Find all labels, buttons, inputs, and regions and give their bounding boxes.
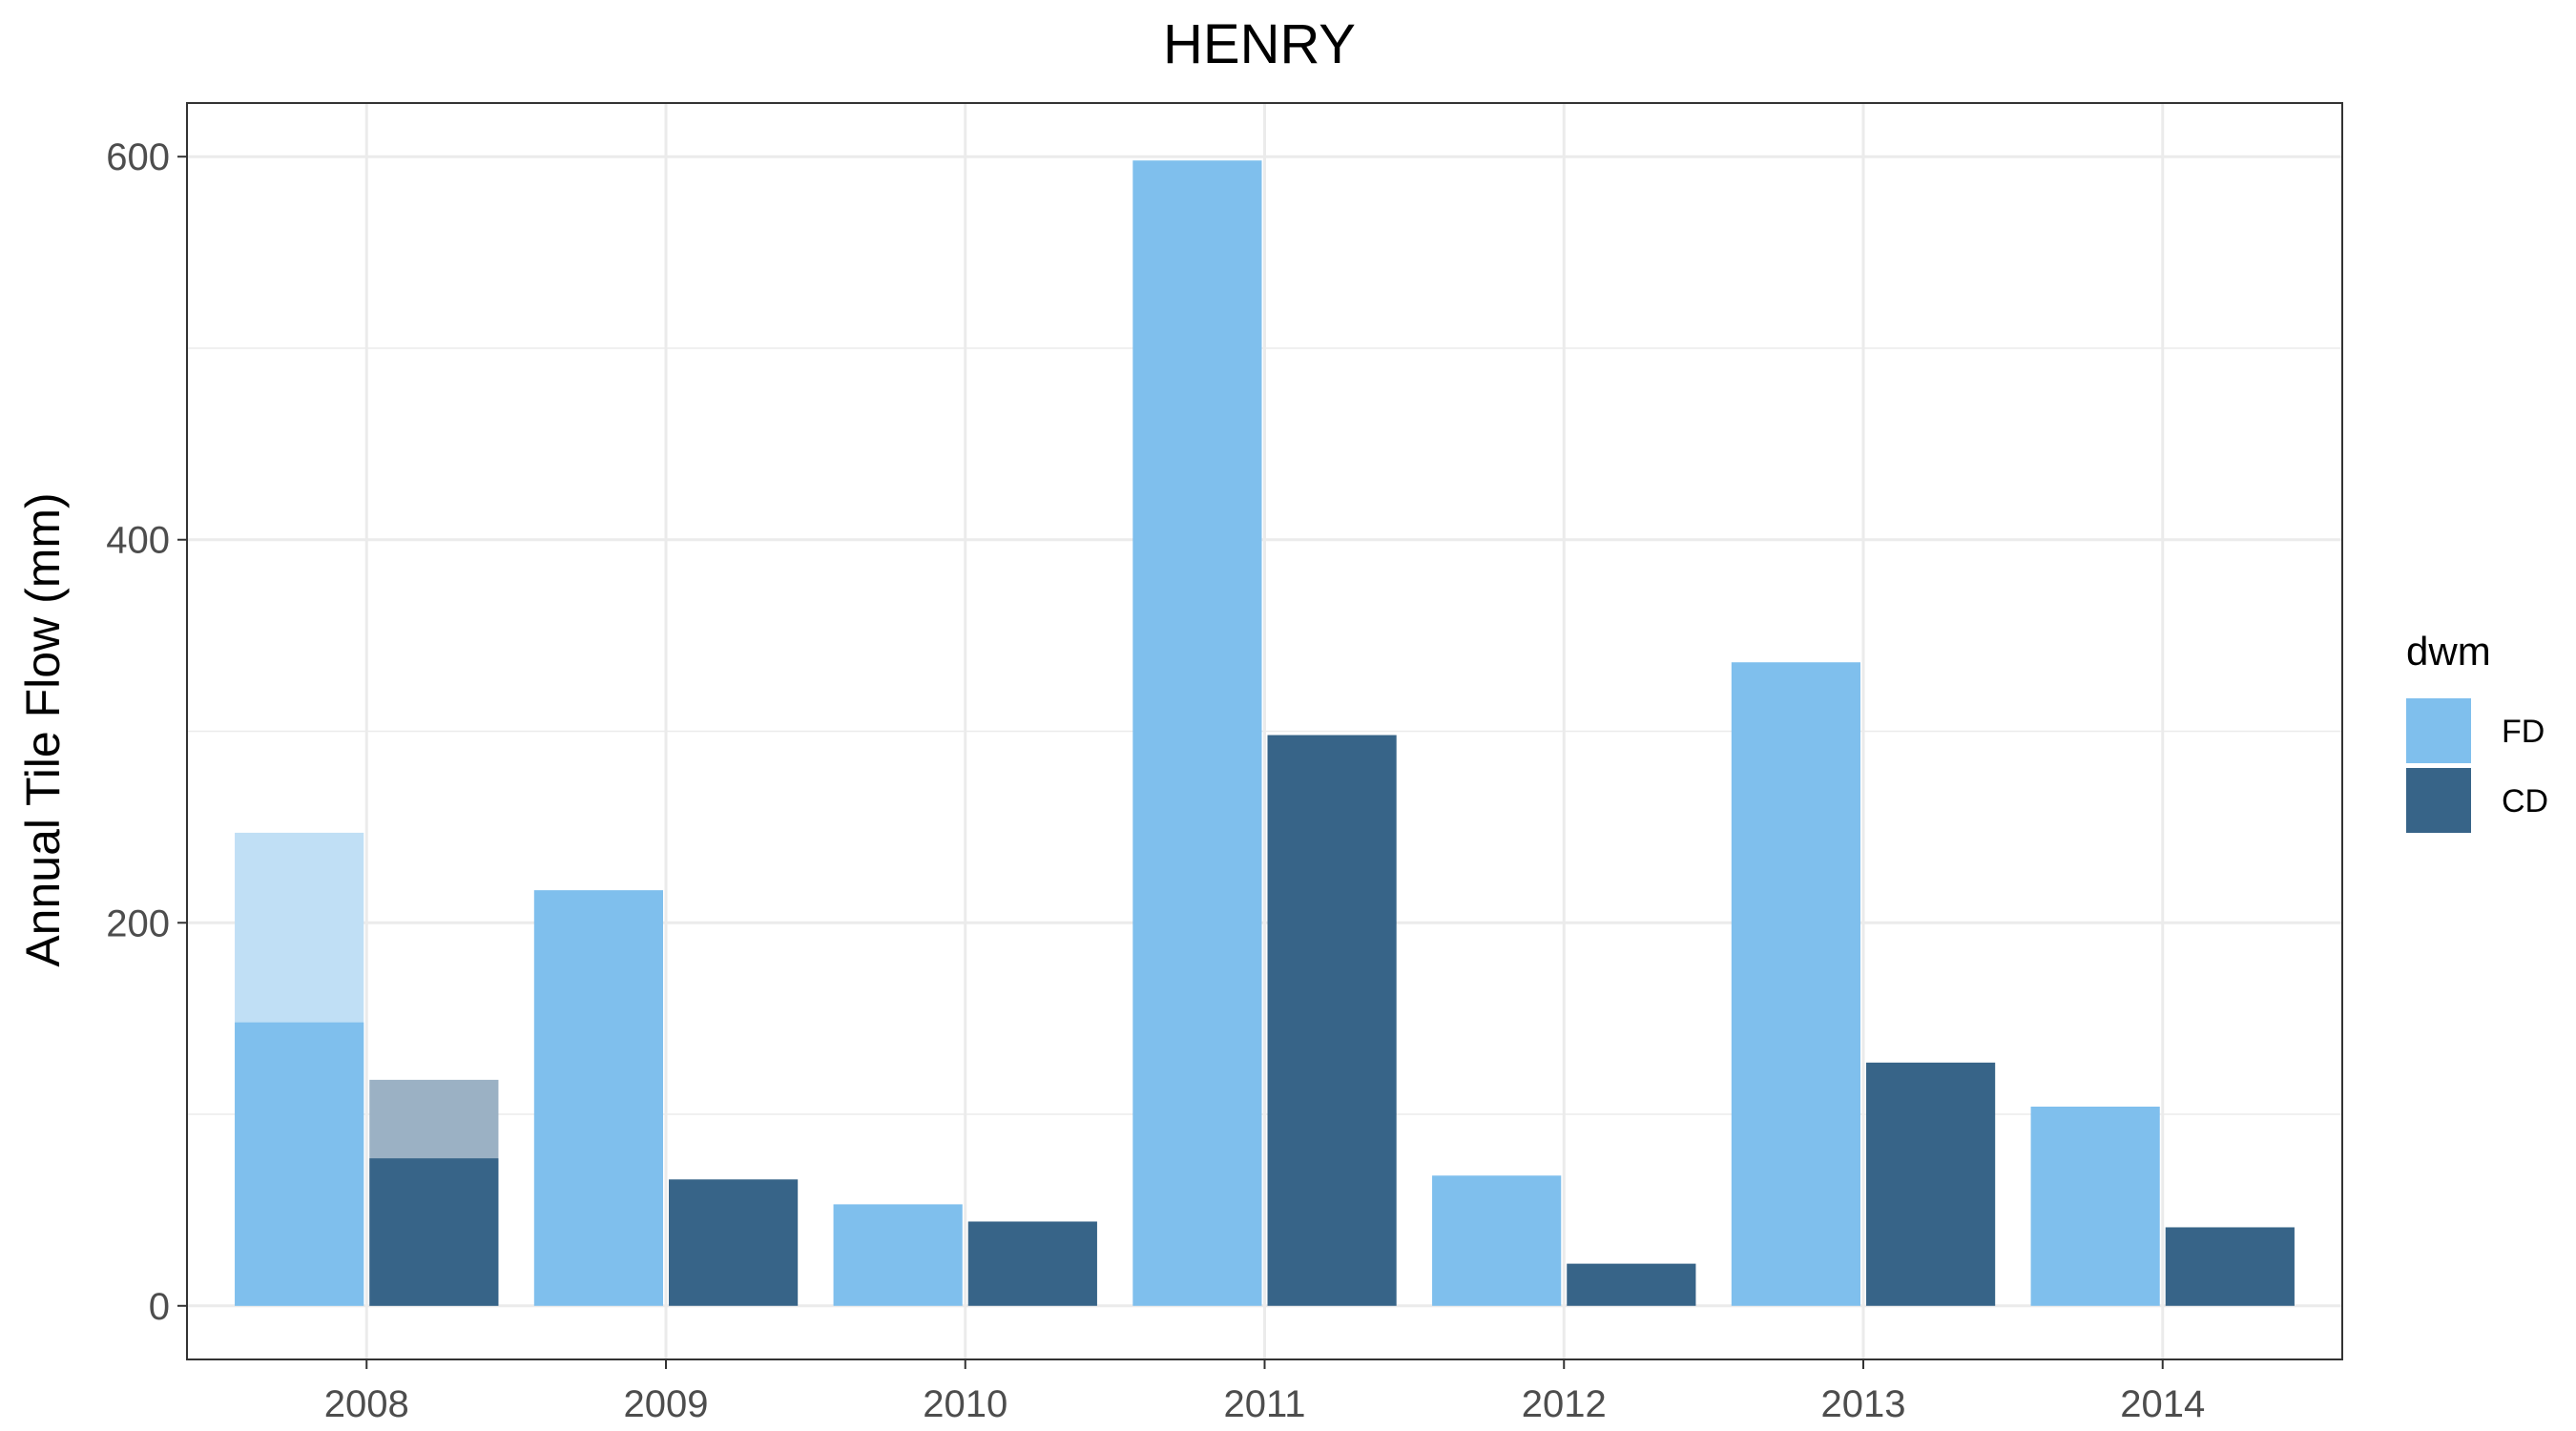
bar-cd-2014 (2165, 1227, 2295, 1306)
bar-cd-2013 (1866, 1062, 1996, 1306)
legend-key-fd (2406, 698, 2471, 763)
bar-fd-2008 (235, 1022, 364, 1306)
x-tick-label: 2010 (923, 1383, 1008, 1425)
x-tick-label: 2008 (324, 1383, 409, 1425)
x-tick-label: 2009 (624, 1383, 709, 1425)
x-tick-label: 2014 (2120, 1383, 2205, 1425)
x-tick-label: 2013 (1821, 1383, 1906, 1425)
y-tick-label: 200 (106, 902, 170, 944)
x-tick-label: 2012 (1522, 1383, 1607, 1425)
chart-title: HENRY (1163, 13, 1356, 75)
bar-cd-2011 (1267, 735, 1397, 1306)
y-axis-title: Annual Tile Flow (mm) (16, 492, 70, 966)
legend-key-cd (2406, 768, 2471, 833)
bar-fd-2010 (833, 1204, 963, 1306)
legend: dwm FD CD (2406, 629, 2548, 833)
bar-cd-2012 (1567, 1263, 1696, 1306)
bar-fd-2012 (1432, 1175, 1562, 1306)
bar-cd-2008 (369, 1158, 499, 1306)
legend-label-fd: FD (2502, 714, 2545, 750)
bar-fd-2009 (533, 890, 663, 1306)
x-tick-label: 2011 (1223, 1383, 1305, 1425)
y-tick-label: 0 (149, 1286, 170, 1328)
plot-area: 0 200 400 600 2008 2009 2010 2011 2012 2013 2014 (106, 102, 2343, 1425)
bar-cd-2009 (669, 1179, 799, 1306)
legend-title: dwm (2406, 629, 2491, 674)
bar-fd-2011 (1132, 160, 1262, 1306)
y-tick-label: 400 (106, 520, 170, 562)
y-tick-label: 600 (106, 136, 170, 178)
legend-label-cd: CD (2502, 783, 2548, 819)
bar-cd-2010 (967, 1221, 1097, 1306)
bar-fd-2014 (2030, 1106, 2160, 1306)
bar-fd-2013 (1731, 662, 1860, 1306)
